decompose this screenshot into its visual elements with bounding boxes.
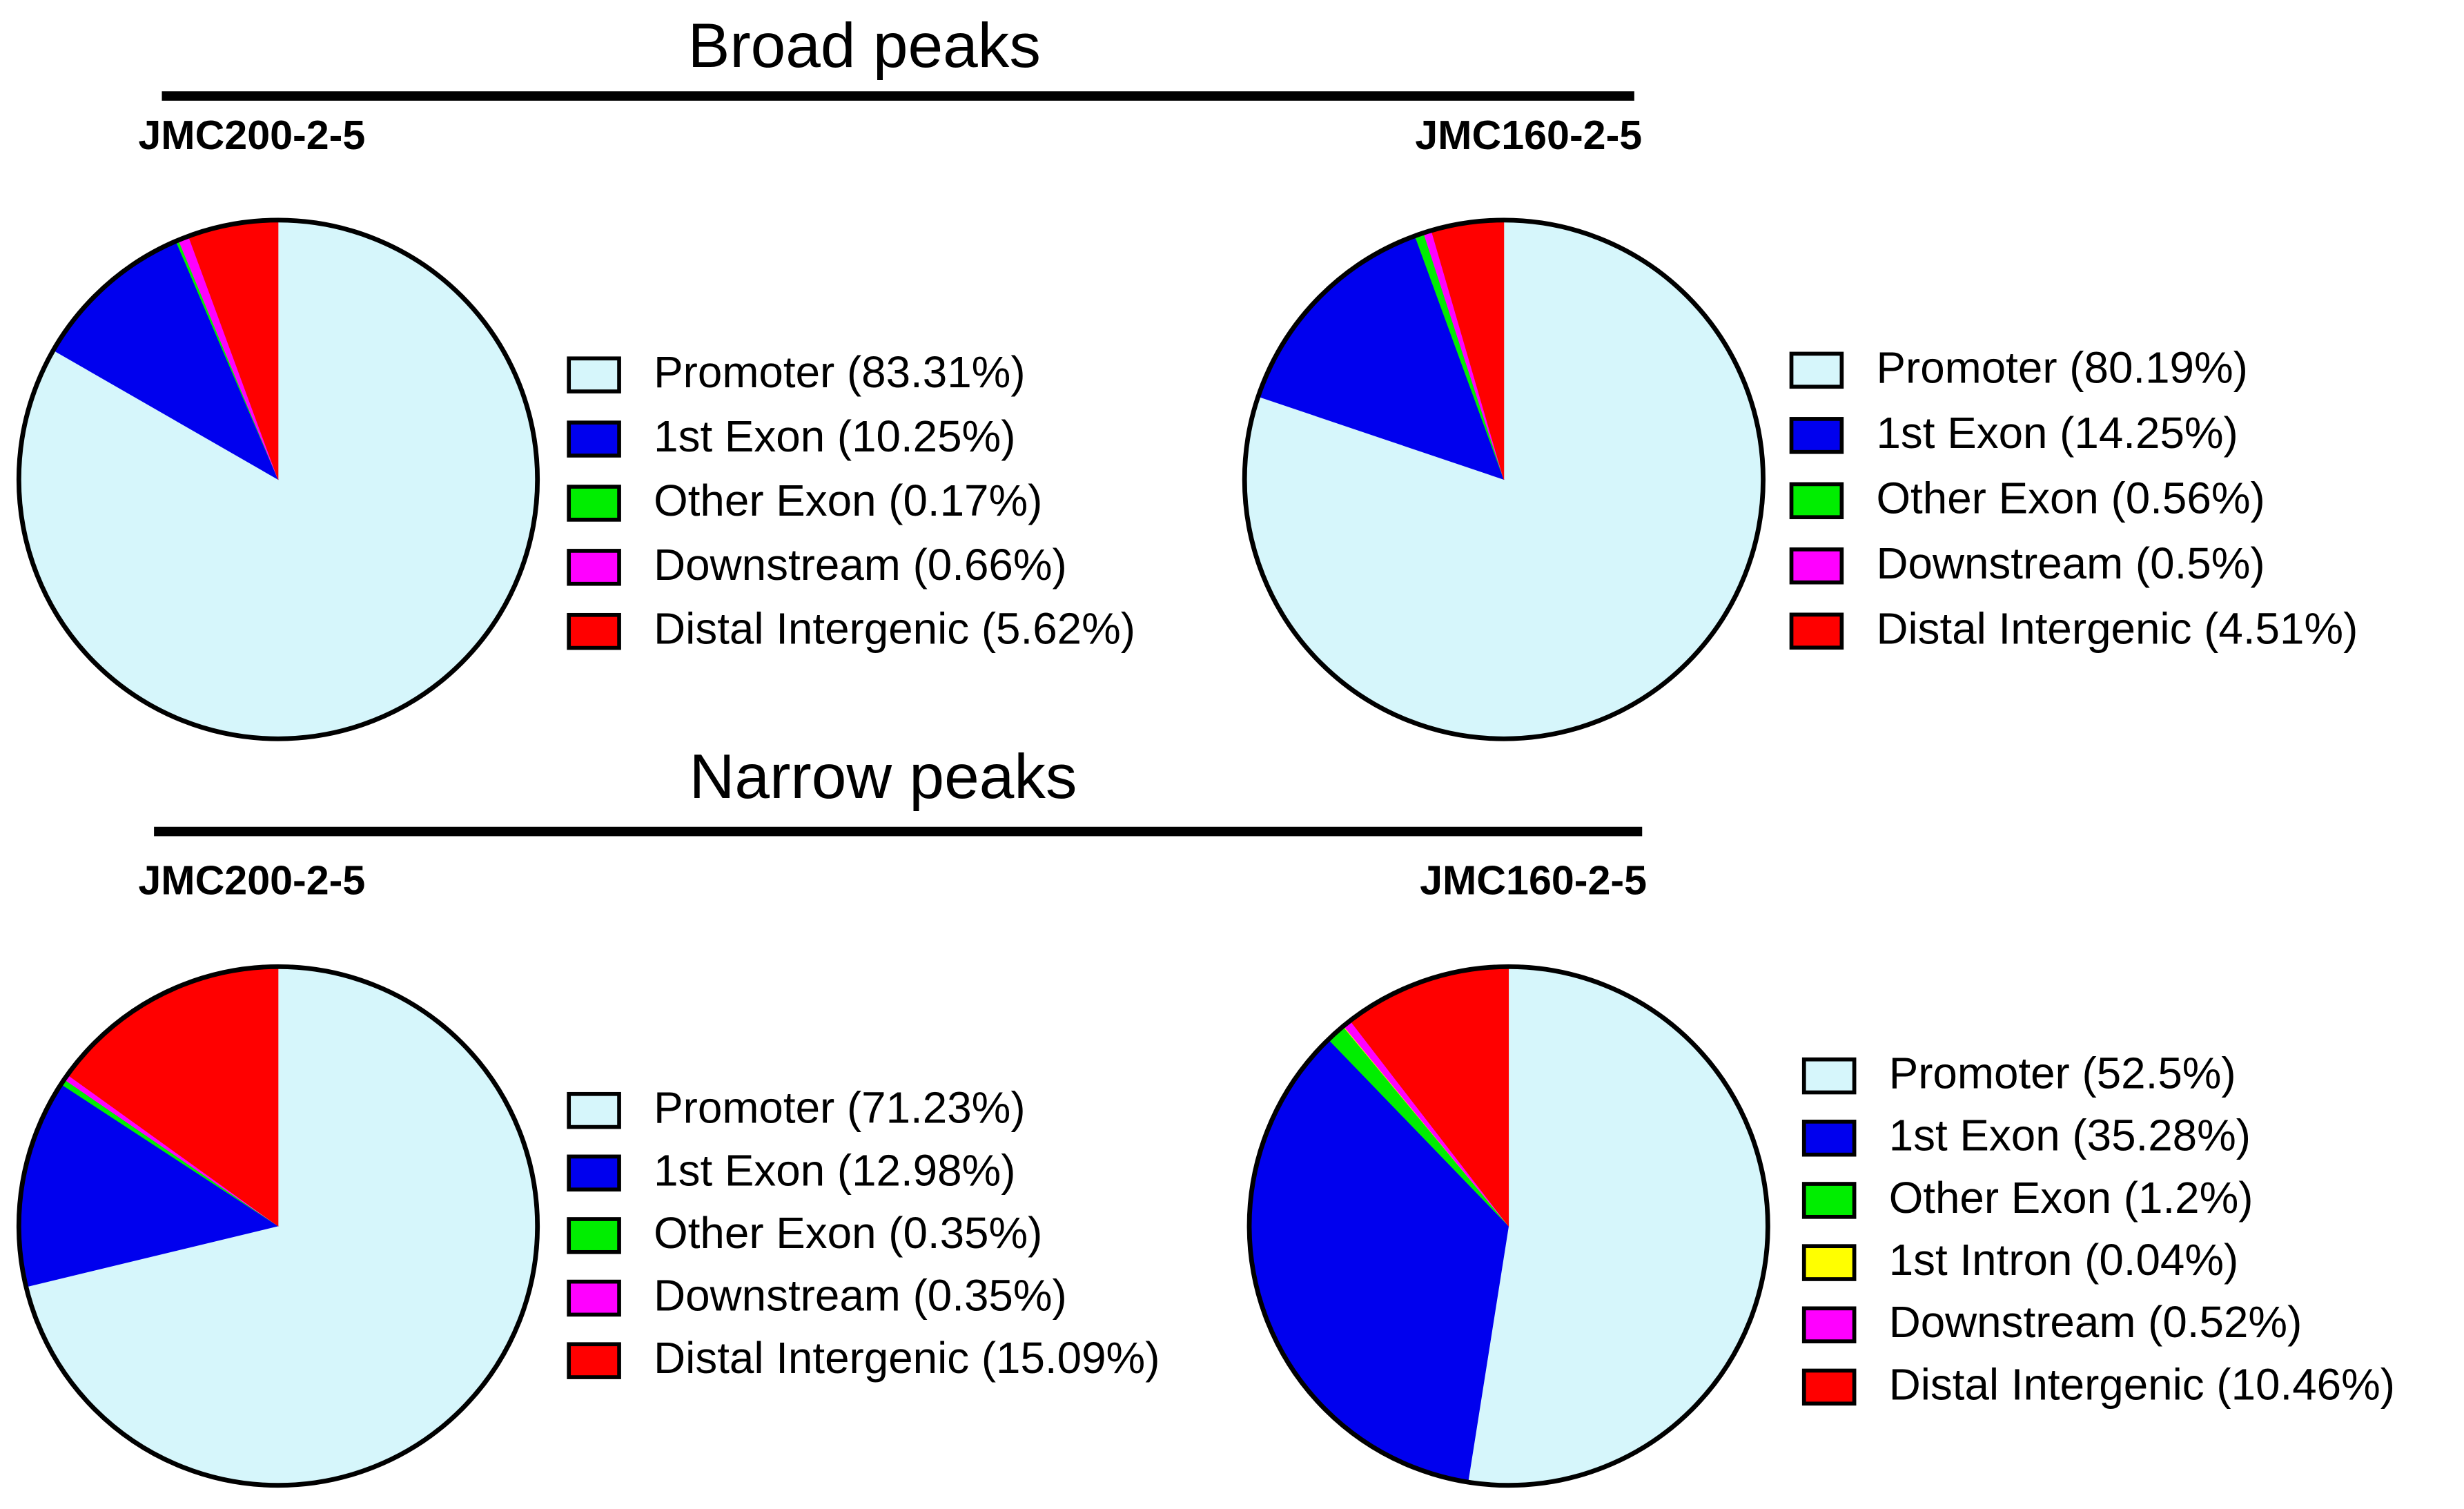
legend-label: Distal Intergenic (10.46%) <box>1889 1359 2395 1409</box>
legend-swatch <box>567 485 621 522</box>
legend-label: 1st Exon (14.25%) <box>1876 408 2238 458</box>
legend-swatch <box>1789 482 1844 520</box>
chart-title: JMC160-2-5 <box>1415 112 1642 158</box>
legend-swatch <box>567 1091 621 1129</box>
legend-swatch <box>1789 612 1844 650</box>
legend-swatch <box>567 420 621 458</box>
pie-outline <box>16 964 540 1488</box>
legend-label: Other Exon (1.2%) <box>1889 1173 2253 1223</box>
chart-title: JMC160-2-5 <box>1420 857 1647 903</box>
legend-swatch <box>567 549 621 586</box>
legend-label: Promoter (52.5%) <box>1889 1049 2236 1098</box>
legend-label: Promoter (80.19%) <box>1876 342 2247 392</box>
legend-swatch <box>1789 417 1844 454</box>
section-heading: Narrow peaks <box>690 742 1077 812</box>
legend-label: Other Exon (0.35%) <box>654 1208 1042 1258</box>
legend-swatch <box>567 1217 621 1254</box>
pie-outline <box>16 217 540 741</box>
legend-swatch <box>567 1279 621 1317</box>
chart-title: JMC200-2-5 <box>138 112 365 158</box>
legend-label: Distal Intergenic (5.62%) <box>654 604 1135 654</box>
chart-title: JMC200-2-5 <box>138 857 365 903</box>
pie-slice <box>1467 966 1768 1486</box>
legend-swatch <box>567 1154 621 1192</box>
legend-swatch <box>1789 351 1844 389</box>
legend-label: Downstream (0.35%) <box>654 1271 1067 1321</box>
legend-swatch <box>1801 1182 1857 1219</box>
pie-outline <box>1242 217 1766 741</box>
legend-label: 1st Intron (0.04%) <box>1889 1235 2239 1285</box>
legend-swatch <box>567 356 621 393</box>
legend-swatch <box>1789 547 1844 585</box>
legend-label: Promoter (83.31%) <box>654 347 1025 397</box>
legend-label: 1st Exon (10.25%) <box>654 411 1015 461</box>
legend-swatch <box>1801 1368 1857 1406</box>
legend-label: Distal Intergenic (4.51%) <box>1876 603 2358 653</box>
legend-label: 1st Exon (35.28%) <box>1889 1111 2251 1160</box>
legend-label: Distal Intergenic (15.09%) <box>654 1333 1160 1383</box>
section-heading: Broad peaks <box>688 11 1041 81</box>
legend-swatch <box>1801 1120 1857 1157</box>
legend-label: Downstream (0.66%) <box>654 540 1067 590</box>
legend-label: Downstream (0.52%) <box>1889 1297 2302 1347</box>
legend-label: Other Exon (0.56%) <box>1876 473 2265 523</box>
legend-swatch <box>1801 1057 1857 1095</box>
legend-label: Promoter (71.23%) <box>654 1083 1025 1133</box>
legend-swatch <box>1801 1244 1857 1281</box>
legend-label: Downstream (0.5%) <box>1876 538 2265 588</box>
legend-swatch <box>567 1342 621 1379</box>
legend-label: 1st Exon (12.98%) <box>654 1145 1015 1195</box>
pie-outline <box>1246 964 1770 1488</box>
legend-swatch <box>1801 1306 1857 1343</box>
legend-swatch <box>567 612 621 650</box>
legend-label: Other Exon (0.17%) <box>654 476 1042 525</box>
